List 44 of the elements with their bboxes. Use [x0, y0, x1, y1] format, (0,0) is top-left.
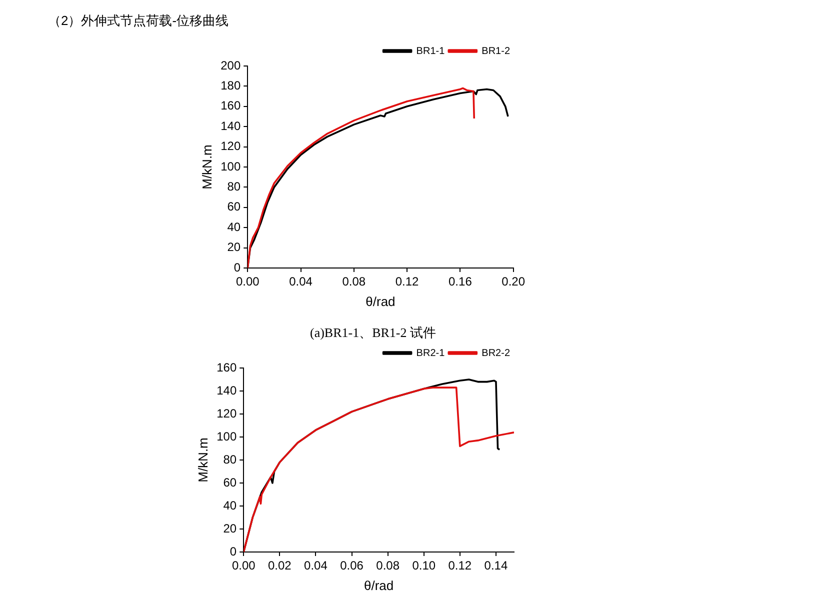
y-tick-label: 160: [216, 360, 237, 374]
y-tick-label: 40: [227, 220, 241, 234]
x-tick-label: 0.02: [268, 558, 292, 573]
y-tick-label: 60: [223, 475, 237, 490]
y-tick-label: 140: [220, 118, 241, 133]
y-tick-label: 160: [220, 98, 241, 113]
y-tick-label: 140: [216, 383, 237, 398]
y-tick-label: 0: [234, 260, 241, 274]
text: (a)BR1-1、BR1-2 试件: [308, 324, 438, 342]
x-axis-title: θ/rad: [364, 578, 394, 593]
y-tick-label: 120: [216, 406, 237, 420]
y-tick-label: 80: [227, 180, 241, 194]
x-tick-label: 0.12: [448, 558, 472, 573]
x-tick-label: 0.14: [484, 558, 508, 573]
y-tick-label: 200: [220, 58, 241, 72]
y-tick-label: 20: [227, 240, 241, 254]
x-tick-label: 0.00: [236, 274, 260, 289]
y-tick-label: 180: [220, 78, 241, 93]
y-axis-title: M/kN.m: [199, 144, 214, 190]
y-tick-label: 20: [223, 521, 237, 536]
x-tick-label: 0.00: [232, 558, 256, 573]
legend-label: BR2-2: [482, 348, 510, 359]
y-tick-label: 60: [227, 200, 241, 214]
x-tick-label: 0.10: [412, 558, 436, 573]
legend-label: BR1-1: [416, 46, 446, 57]
y-tick-label: 120: [220, 139, 241, 154]
y-tick-label: 40: [223, 498, 237, 512]
x-tick-label: 0.04: [289, 274, 313, 289]
legend-label: BR2-1: [416, 348, 446, 359]
x-tick-label: 0.12: [395, 274, 420, 289]
legend-label: BR1-2: [482, 46, 510, 57]
x-tick-label: 0.06: [340, 558, 364, 573]
x-axis-title: θ/rad: [366, 294, 396, 309]
text: （2）外伸式节点荷载-位移曲线: [48, 12, 229, 30]
x-tick-label: 0.04: [304, 558, 328, 573]
y-tick-label: 0: [230, 544, 237, 558]
y-tick-label: 100: [220, 159, 241, 174]
x-tick-label: 0.20: [502, 274, 526, 289]
x-tick-label: 0.08: [342, 274, 366, 289]
x-tick-label: 0.08: [376, 558, 400, 573]
y-tick-label: 80: [223, 452, 237, 466]
y-tick-label: 100: [216, 429, 237, 444]
y-axis-title: M/kN.m: [195, 438, 210, 482]
x-tick-label: 0.16: [448, 274, 472, 289]
